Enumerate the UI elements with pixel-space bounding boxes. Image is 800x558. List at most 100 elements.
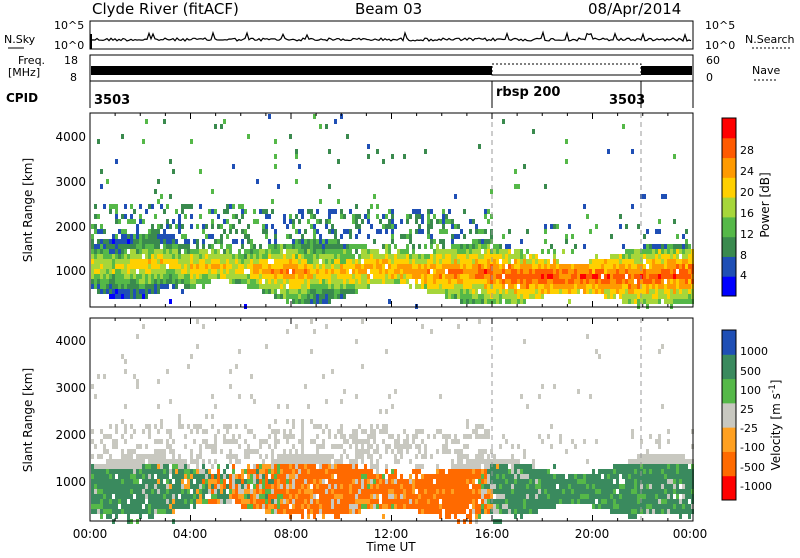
heatmap-cell bbox=[199, 499, 202, 504]
heatmap-cell bbox=[454, 504, 457, 509]
heatmap-cell bbox=[466, 419, 469, 424]
heatmap-cell bbox=[163, 284, 166, 289]
heatmap-cell bbox=[175, 209, 178, 214]
heatmap-cell bbox=[337, 284, 340, 289]
heatmap-cell bbox=[355, 274, 358, 279]
heatmap-cell bbox=[637, 269, 640, 274]
heatmap-cell bbox=[619, 214, 622, 219]
heatmap-cell bbox=[244, 249, 247, 254]
heatmap-cell bbox=[91, 464, 94, 469]
heatmap-cell bbox=[196, 479, 199, 484]
heatmap-cell bbox=[148, 284, 151, 289]
heatmap-cell bbox=[331, 274, 334, 279]
heatmap-cell bbox=[139, 244, 142, 249]
heatmap-cell bbox=[241, 494, 244, 499]
heatmap-cell bbox=[118, 274, 121, 279]
heatmap-cell bbox=[199, 454, 202, 459]
heatmap-cell bbox=[514, 469, 517, 474]
heatmap-cell bbox=[151, 484, 154, 489]
heatmap-cell bbox=[466, 284, 469, 289]
heatmap-cell bbox=[589, 269, 592, 274]
heatmap-cell bbox=[538, 284, 541, 289]
heatmap-cell bbox=[358, 449, 361, 454]
heatmap-cell bbox=[406, 259, 409, 264]
heatmap-cell bbox=[424, 489, 427, 494]
heatmap-cell bbox=[94, 394, 97, 399]
heatmap-cell bbox=[130, 269, 133, 274]
heatmap-cell bbox=[211, 499, 214, 504]
heatmap-cell bbox=[112, 204, 115, 209]
heatmap-cell bbox=[649, 284, 652, 289]
heatmap-cell bbox=[514, 499, 517, 504]
heatmap-cell bbox=[619, 294, 622, 299]
heatmap-cell bbox=[172, 259, 175, 264]
heatmap-cell bbox=[412, 479, 415, 484]
heatmap-cell bbox=[361, 444, 364, 449]
heatmap-cell bbox=[343, 434, 346, 439]
heatmap-cell bbox=[451, 249, 454, 254]
heatmap-cell bbox=[688, 279, 691, 284]
heatmap-cell bbox=[352, 429, 355, 434]
heatmap-cell bbox=[136, 499, 139, 504]
heatmap-cell bbox=[133, 509, 136, 514]
heatmap-cell bbox=[430, 489, 433, 494]
heatmap-cell bbox=[505, 294, 508, 299]
heatmap-cell bbox=[298, 504, 301, 509]
heatmap-cell bbox=[190, 429, 193, 434]
heatmap-cell bbox=[415, 434, 418, 439]
heatmap-cell bbox=[346, 259, 349, 264]
heatmap-cell bbox=[115, 484, 118, 489]
heatmap-cell bbox=[664, 259, 667, 264]
heatmap-cell bbox=[163, 254, 166, 259]
heatmap-cell bbox=[421, 219, 424, 224]
heatmap-cell bbox=[427, 234, 430, 239]
heatmap-cell bbox=[466, 474, 469, 479]
heatmap-cell bbox=[307, 454, 310, 459]
heatmap-cell bbox=[442, 479, 445, 484]
heatmap-cell bbox=[658, 509, 661, 514]
heatmap-cell bbox=[349, 444, 352, 449]
heatmap-cell bbox=[616, 464, 619, 469]
heatmap-cell bbox=[133, 294, 136, 299]
heatmap-cell bbox=[655, 269, 658, 274]
heatmap-cell bbox=[370, 504, 373, 509]
heatmap-cell bbox=[430, 504, 433, 509]
heatmap-cell bbox=[169, 484, 172, 489]
heatmap-cell bbox=[286, 454, 289, 459]
heatmap-cell bbox=[91, 269, 94, 274]
heatmap-cell bbox=[118, 239, 121, 244]
heatmap-cell bbox=[400, 269, 403, 274]
heatmap-cell bbox=[649, 499, 652, 504]
heatmap-cell bbox=[364, 264, 367, 269]
heatmap-cell bbox=[166, 254, 169, 259]
heatmap-cell bbox=[502, 489, 505, 494]
heatmap-cell bbox=[433, 494, 436, 499]
heatmap-cell bbox=[304, 279, 307, 284]
heatmap-cell bbox=[613, 279, 616, 284]
heatmap-cell bbox=[262, 484, 265, 489]
heatmap-cell bbox=[124, 294, 127, 299]
heatmap-cell bbox=[352, 274, 355, 279]
heatmap-cell bbox=[310, 274, 313, 279]
heatmap-cell bbox=[625, 469, 628, 474]
heatmap-cell bbox=[472, 264, 475, 269]
heatmap-cell bbox=[511, 279, 514, 284]
heatmap-cell bbox=[319, 459, 322, 464]
heatmap-cell bbox=[241, 204, 244, 209]
heatmap-cell bbox=[196, 459, 199, 464]
heatmap-cell bbox=[196, 269, 199, 274]
heatmap-cell bbox=[688, 489, 691, 494]
heatmap-cell bbox=[103, 284, 106, 289]
heatmap-cell bbox=[424, 449, 427, 454]
heatmap-cell bbox=[658, 254, 661, 259]
heatmap-cell bbox=[556, 284, 559, 289]
heatmap-cell bbox=[319, 289, 322, 294]
heatmap-cell bbox=[130, 234, 133, 239]
heatmap-cell bbox=[598, 274, 601, 279]
heatmap-cell bbox=[520, 284, 523, 289]
heatmap-cell bbox=[622, 469, 625, 474]
heatmap-cell bbox=[124, 459, 127, 464]
heatmap-cell bbox=[517, 274, 520, 279]
heatmap-cell bbox=[463, 244, 466, 249]
heatmap-cell bbox=[298, 239, 301, 244]
